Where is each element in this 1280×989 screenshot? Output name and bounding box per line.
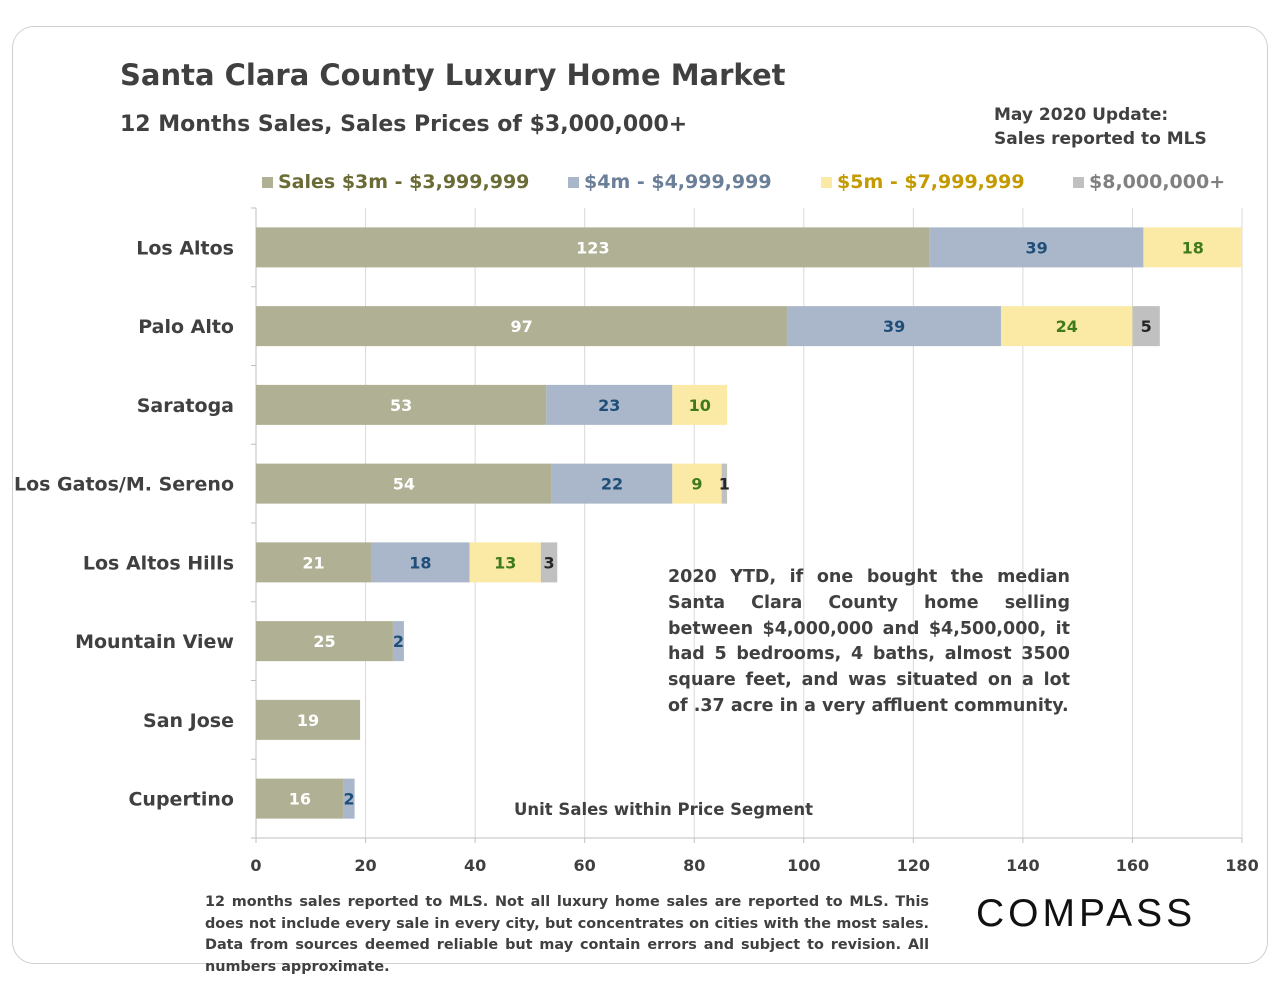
x-axis-label: Unit Sales within Price Segment bbox=[514, 800, 814, 819]
legend-label-4m: $4m - $4,999,999 bbox=[584, 171, 772, 193]
x-tick-label: 40 bbox=[464, 856, 486, 875]
bar-segment bbox=[469, 542, 541, 583]
data-label: 10 bbox=[689, 396, 711, 415]
data-label: 123 bbox=[576, 238, 609, 257]
legend-label-3m: Sales $3m - $3,999,999 bbox=[278, 171, 530, 193]
bar-segment bbox=[343, 778, 355, 819]
bar-segment bbox=[546, 384, 673, 425]
legend-item-5m: $5m - $7,999,999 bbox=[821, 171, 1025, 193]
data-label: 16 bbox=[289, 790, 311, 809]
compass-logo: COMPASS bbox=[976, 892, 1197, 935]
x-tick-label: 100 bbox=[787, 856, 820, 875]
update-note: May 2020 Update: Sales reported to MLS bbox=[994, 103, 1207, 151]
bar-segment bbox=[256, 621, 393, 662]
bar-segment bbox=[256, 778, 344, 819]
legend-swatch-3m bbox=[262, 176, 273, 188]
update-line-2: Sales reported to MLS bbox=[994, 129, 1207, 149]
data-label: 39 bbox=[1025, 238, 1047, 257]
data-label: 25 bbox=[313, 632, 335, 651]
bar-segment bbox=[256, 306, 788, 347]
median-home-note: 2020 YTD, if one bought the median Santa… bbox=[668, 567, 1070, 716]
legend-swatch-4m bbox=[568, 176, 579, 188]
data-label: 9 bbox=[691, 475, 702, 494]
data-label: 2 bbox=[393, 632, 404, 651]
data-label: 97 bbox=[511, 317, 533, 336]
data-label: 54 bbox=[393, 475, 415, 494]
bar-segment bbox=[1132, 306, 1160, 347]
footer-disclaimer: 12 months sales reported to MLS. Not all… bbox=[205, 894, 929, 975]
bar-segment bbox=[540, 542, 558, 583]
bar-segment bbox=[256, 384, 547, 425]
bar-segment bbox=[256, 463, 552, 504]
category-label: Los Altos Hills bbox=[83, 552, 234, 574]
category-label: San Jose bbox=[143, 710, 234, 732]
bar-segment bbox=[1000, 306, 1133, 347]
bar-segment bbox=[256, 542, 372, 583]
legend-item-3m: Sales $3m - $3,999,999 bbox=[262, 171, 529, 193]
x-tick-label: 0 bbox=[250, 856, 261, 875]
x-tick-label: 60 bbox=[574, 856, 596, 875]
legend-label-5m: $5m - $7,999,999 bbox=[837, 171, 1025, 193]
chart-title: Santa Clara County Luxury Home Market bbox=[120, 58, 786, 92]
bar-segment bbox=[392, 621, 404, 662]
x-tick-label: 20 bbox=[354, 856, 376, 875]
legend-item-8m: $8,000,000+ bbox=[1073, 171, 1225, 193]
bar-segment bbox=[1143, 227, 1242, 268]
bar-segment bbox=[787, 306, 1001, 347]
data-label: 39 bbox=[883, 317, 905, 336]
category-label: Saratoga bbox=[137, 395, 234, 417]
bar-segment bbox=[551, 463, 673, 504]
category-label: Los Altos bbox=[136, 237, 234, 259]
bar-segment bbox=[929, 227, 1144, 268]
legend-label-8m: $8,000,000+ bbox=[1089, 171, 1226, 193]
legend-swatch-8m bbox=[1073, 176, 1084, 188]
data-label: 24 bbox=[1056, 317, 1078, 336]
data-label: 21 bbox=[302, 553, 324, 572]
data-label: 2 bbox=[344, 790, 355, 809]
category-label: Cupertino bbox=[128, 789, 234, 811]
x-tick-label: 160 bbox=[1116, 856, 1149, 875]
data-label: 18 bbox=[1182, 238, 1204, 257]
bar-segment bbox=[672, 384, 728, 425]
category-label: Los Gatos/M. Sereno bbox=[14, 474, 234, 496]
x-tick-label: 140 bbox=[1006, 856, 1039, 875]
update-line-1: May 2020 Update: bbox=[994, 105, 1169, 125]
category-label: Mountain View bbox=[75, 631, 234, 653]
bar-segment bbox=[256, 227, 930, 268]
data-label: 53 bbox=[390, 396, 412, 415]
data-label: 5 bbox=[1141, 317, 1152, 336]
x-tick-label: 180 bbox=[1225, 856, 1258, 875]
x-tick-label: 80 bbox=[683, 856, 705, 875]
bar-segment bbox=[371, 542, 470, 583]
data-label: 1 bbox=[719, 475, 730, 494]
x-tick-label: 120 bbox=[897, 856, 930, 875]
bar-segment bbox=[721, 463, 728, 504]
category-label: Palo Alto bbox=[138, 316, 234, 338]
data-label: 23 bbox=[598, 396, 620, 415]
data-label: 13 bbox=[494, 553, 516, 572]
legend-swatch-5m bbox=[821, 176, 832, 188]
bar-segment bbox=[256, 699, 361, 740]
bar-segment bbox=[672, 463, 722, 504]
data-label: 3 bbox=[543, 553, 554, 572]
data-label: 18 bbox=[409, 553, 431, 572]
chart-subtitle: 12 Months Sales, Sales Prices of $3,000,… bbox=[120, 112, 688, 137]
legend-item-4m: $4m - $4,999,999 bbox=[568, 171, 772, 193]
data-label: 19 bbox=[297, 711, 319, 730]
data-label: 22 bbox=[601, 475, 623, 494]
